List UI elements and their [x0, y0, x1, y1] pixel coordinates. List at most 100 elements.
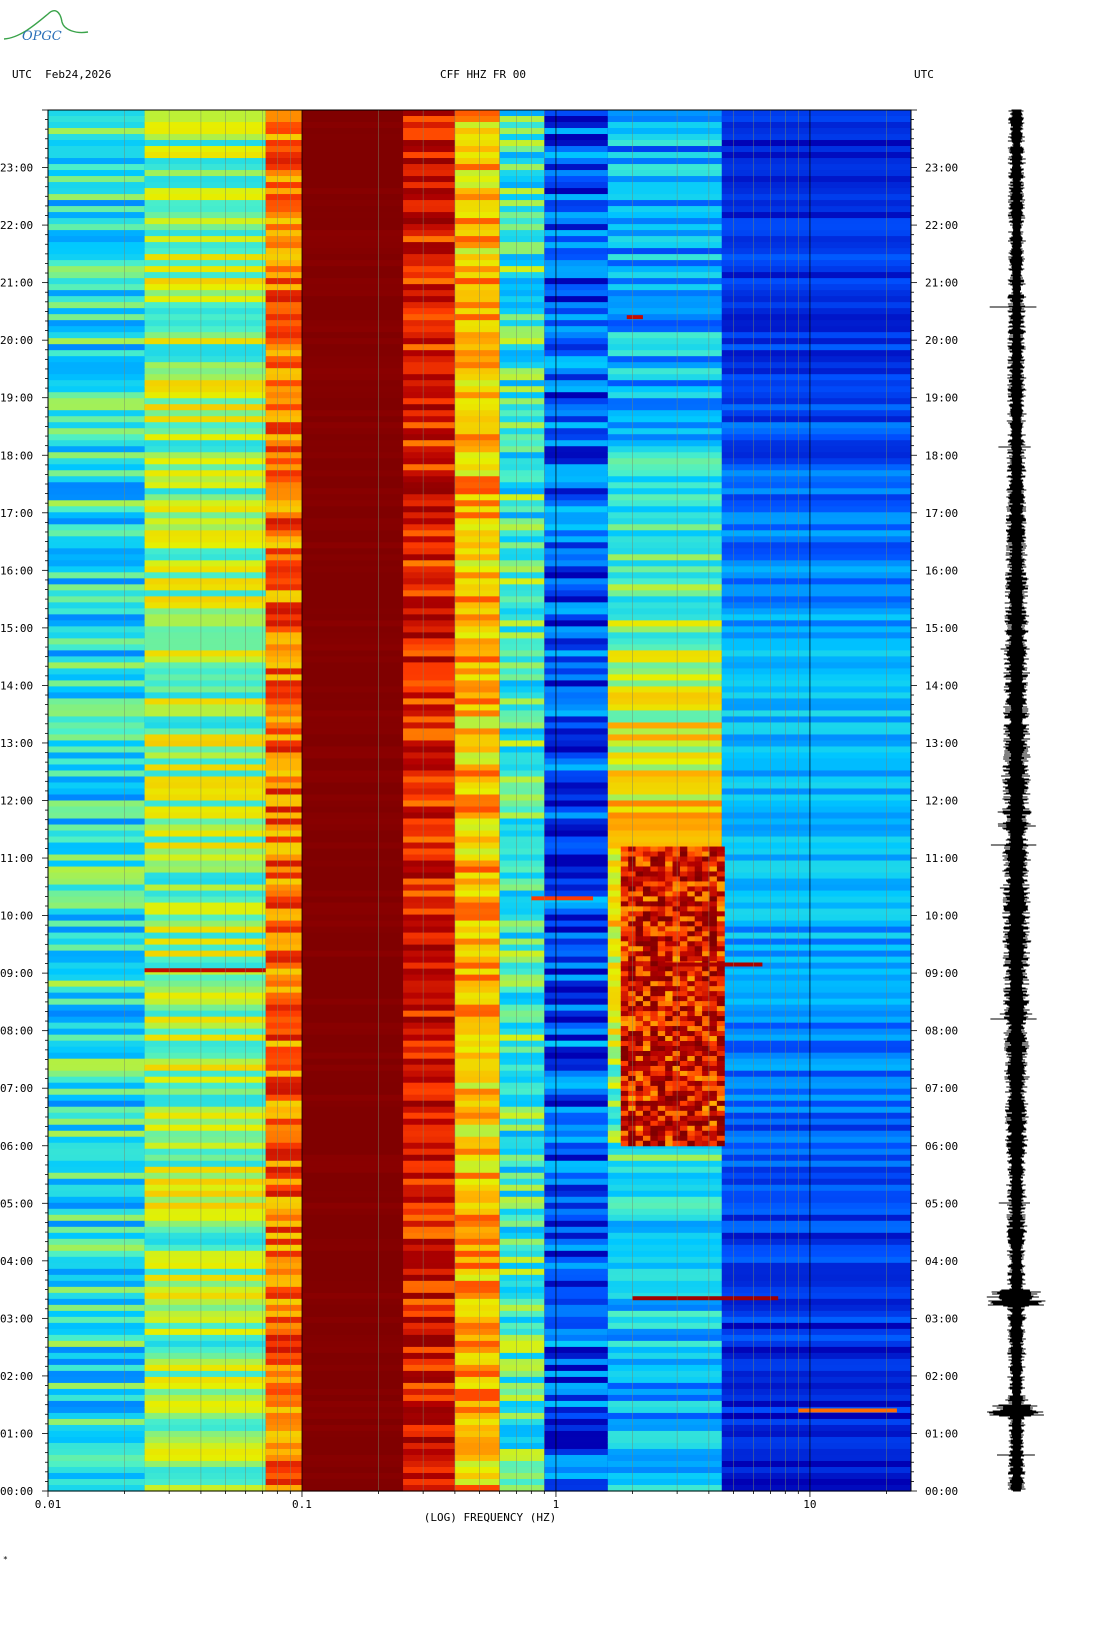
band-strip [607, 506, 722, 513]
patch-cell [716, 1125, 725, 1132]
patch-cell [687, 876, 696, 882]
band-strip [48, 590, 145, 597]
band-strip [544, 1016, 608, 1024]
band-strip [48, 416, 145, 423]
band-strip [544, 884, 608, 892]
band-strip [48, 1454, 145, 1462]
band-strip [48, 908, 145, 916]
band-strip [499, 1154, 545, 1162]
band-strip [544, 578, 608, 585]
patch-cell [687, 1065, 696, 1072]
band-strip [499, 422, 545, 429]
patch-cell [702, 1065, 710, 1072]
band-strip [544, 398, 608, 405]
band-strip [265, 350, 302, 357]
band-strip [48, 248, 145, 255]
band-strip [544, 1268, 608, 1276]
patch-cell [702, 1011, 710, 1017]
band-strip [48, 272, 145, 279]
band-strip [403, 1118, 455, 1126]
band-strip [721, 1160, 911, 1168]
patch-cell [642, 971, 651, 977]
patch-cell [650, 846, 659, 853]
patch-cell [635, 861, 644, 867]
band-strip [403, 812, 455, 820]
band-strip [301, 392, 404, 399]
band-strip [454, 980, 500, 988]
band-strip [144, 764, 266, 772]
patch-cell [694, 991, 703, 997]
patch-cell [620, 876, 629, 882]
band-strip [265, 1466, 302, 1474]
patch-cell [702, 886, 710, 892]
band-strip [544, 776, 608, 784]
band-strip [301, 800, 404, 808]
band-strip [144, 686, 266, 694]
band-strip [48, 578, 145, 585]
band-strip [607, 656, 722, 663]
patch-cell [620, 941, 629, 947]
header-station: CFF HHZ FR 00 [440, 68, 526, 81]
band-strip [144, 620, 266, 627]
patch-cell [657, 886, 666, 892]
band-strip [144, 392, 266, 399]
band-strip [499, 1190, 545, 1198]
band-strip [607, 1202, 722, 1210]
patch-cell [687, 971, 696, 977]
band-strip [48, 1364, 145, 1372]
band-strip [544, 278, 608, 285]
patch-cell [687, 861, 696, 867]
patch-cell [642, 911, 651, 917]
band-strip [265, 1250, 302, 1258]
band-strip [607, 770, 722, 778]
band-strip [454, 740, 500, 748]
patch-cell [702, 1120, 710, 1127]
band-strip [265, 1310, 302, 1318]
band-strip [499, 1004, 545, 1012]
patch-cell [657, 1120, 666, 1127]
band-strip [544, 680, 608, 688]
patch-cell [687, 956, 696, 962]
patch-cell [620, 856, 629, 862]
band-strip [607, 1310, 722, 1318]
band-strip [301, 872, 404, 880]
band-strip [301, 116, 404, 123]
band-strip [265, 980, 302, 988]
band-strip [301, 254, 404, 261]
band-strip [544, 440, 608, 447]
patch-cell [642, 871, 651, 877]
band-strip [454, 746, 500, 754]
band-strip [301, 1262, 404, 1270]
band-strip [721, 290, 911, 297]
band-strip [607, 290, 722, 297]
patch-cell [650, 1026, 659, 1032]
band-strip [265, 1382, 302, 1390]
band-strip [144, 1358, 266, 1366]
band-strip [48, 956, 145, 964]
patch-cell [702, 1085, 710, 1092]
band-strip [607, 1364, 722, 1372]
band-strip [454, 698, 500, 706]
band-strip [265, 938, 302, 946]
patch-cell [635, 956, 644, 962]
band-strip [721, 1352, 911, 1360]
band-strip [265, 794, 302, 802]
band-strip [544, 548, 608, 555]
band-strip [144, 1220, 266, 1228]
band-strip [403, 590, 455, 597]
patch-cell [694, 1095, 703, 1102]
band-strip [607, 224, 722, 231]
patch-cell [642, 1016, 651, 1022]
band-strip [301, 248, 404, 255]
patch-cell [687, 1001, 696, 1007]
band-strip [721, 1232, 911, 1240]
band-strip [403, 440, 455, 447]
band-strip [454, 1430, 500, 1438]
y-axis-left: 00:0001:0002:0003:0004:0005:0006:0007:00… [0, 109, 48, 1498]
band-strip [265, 1298, 302, 1306]
band-strip [721, 110, 911, 117]
band-strip [144, 806, 266, 814]
patch-cell [620, 866, 629, 872]
band-strip [499, 218, 545, 225]
band-strip [544, 704, 608, 712]
